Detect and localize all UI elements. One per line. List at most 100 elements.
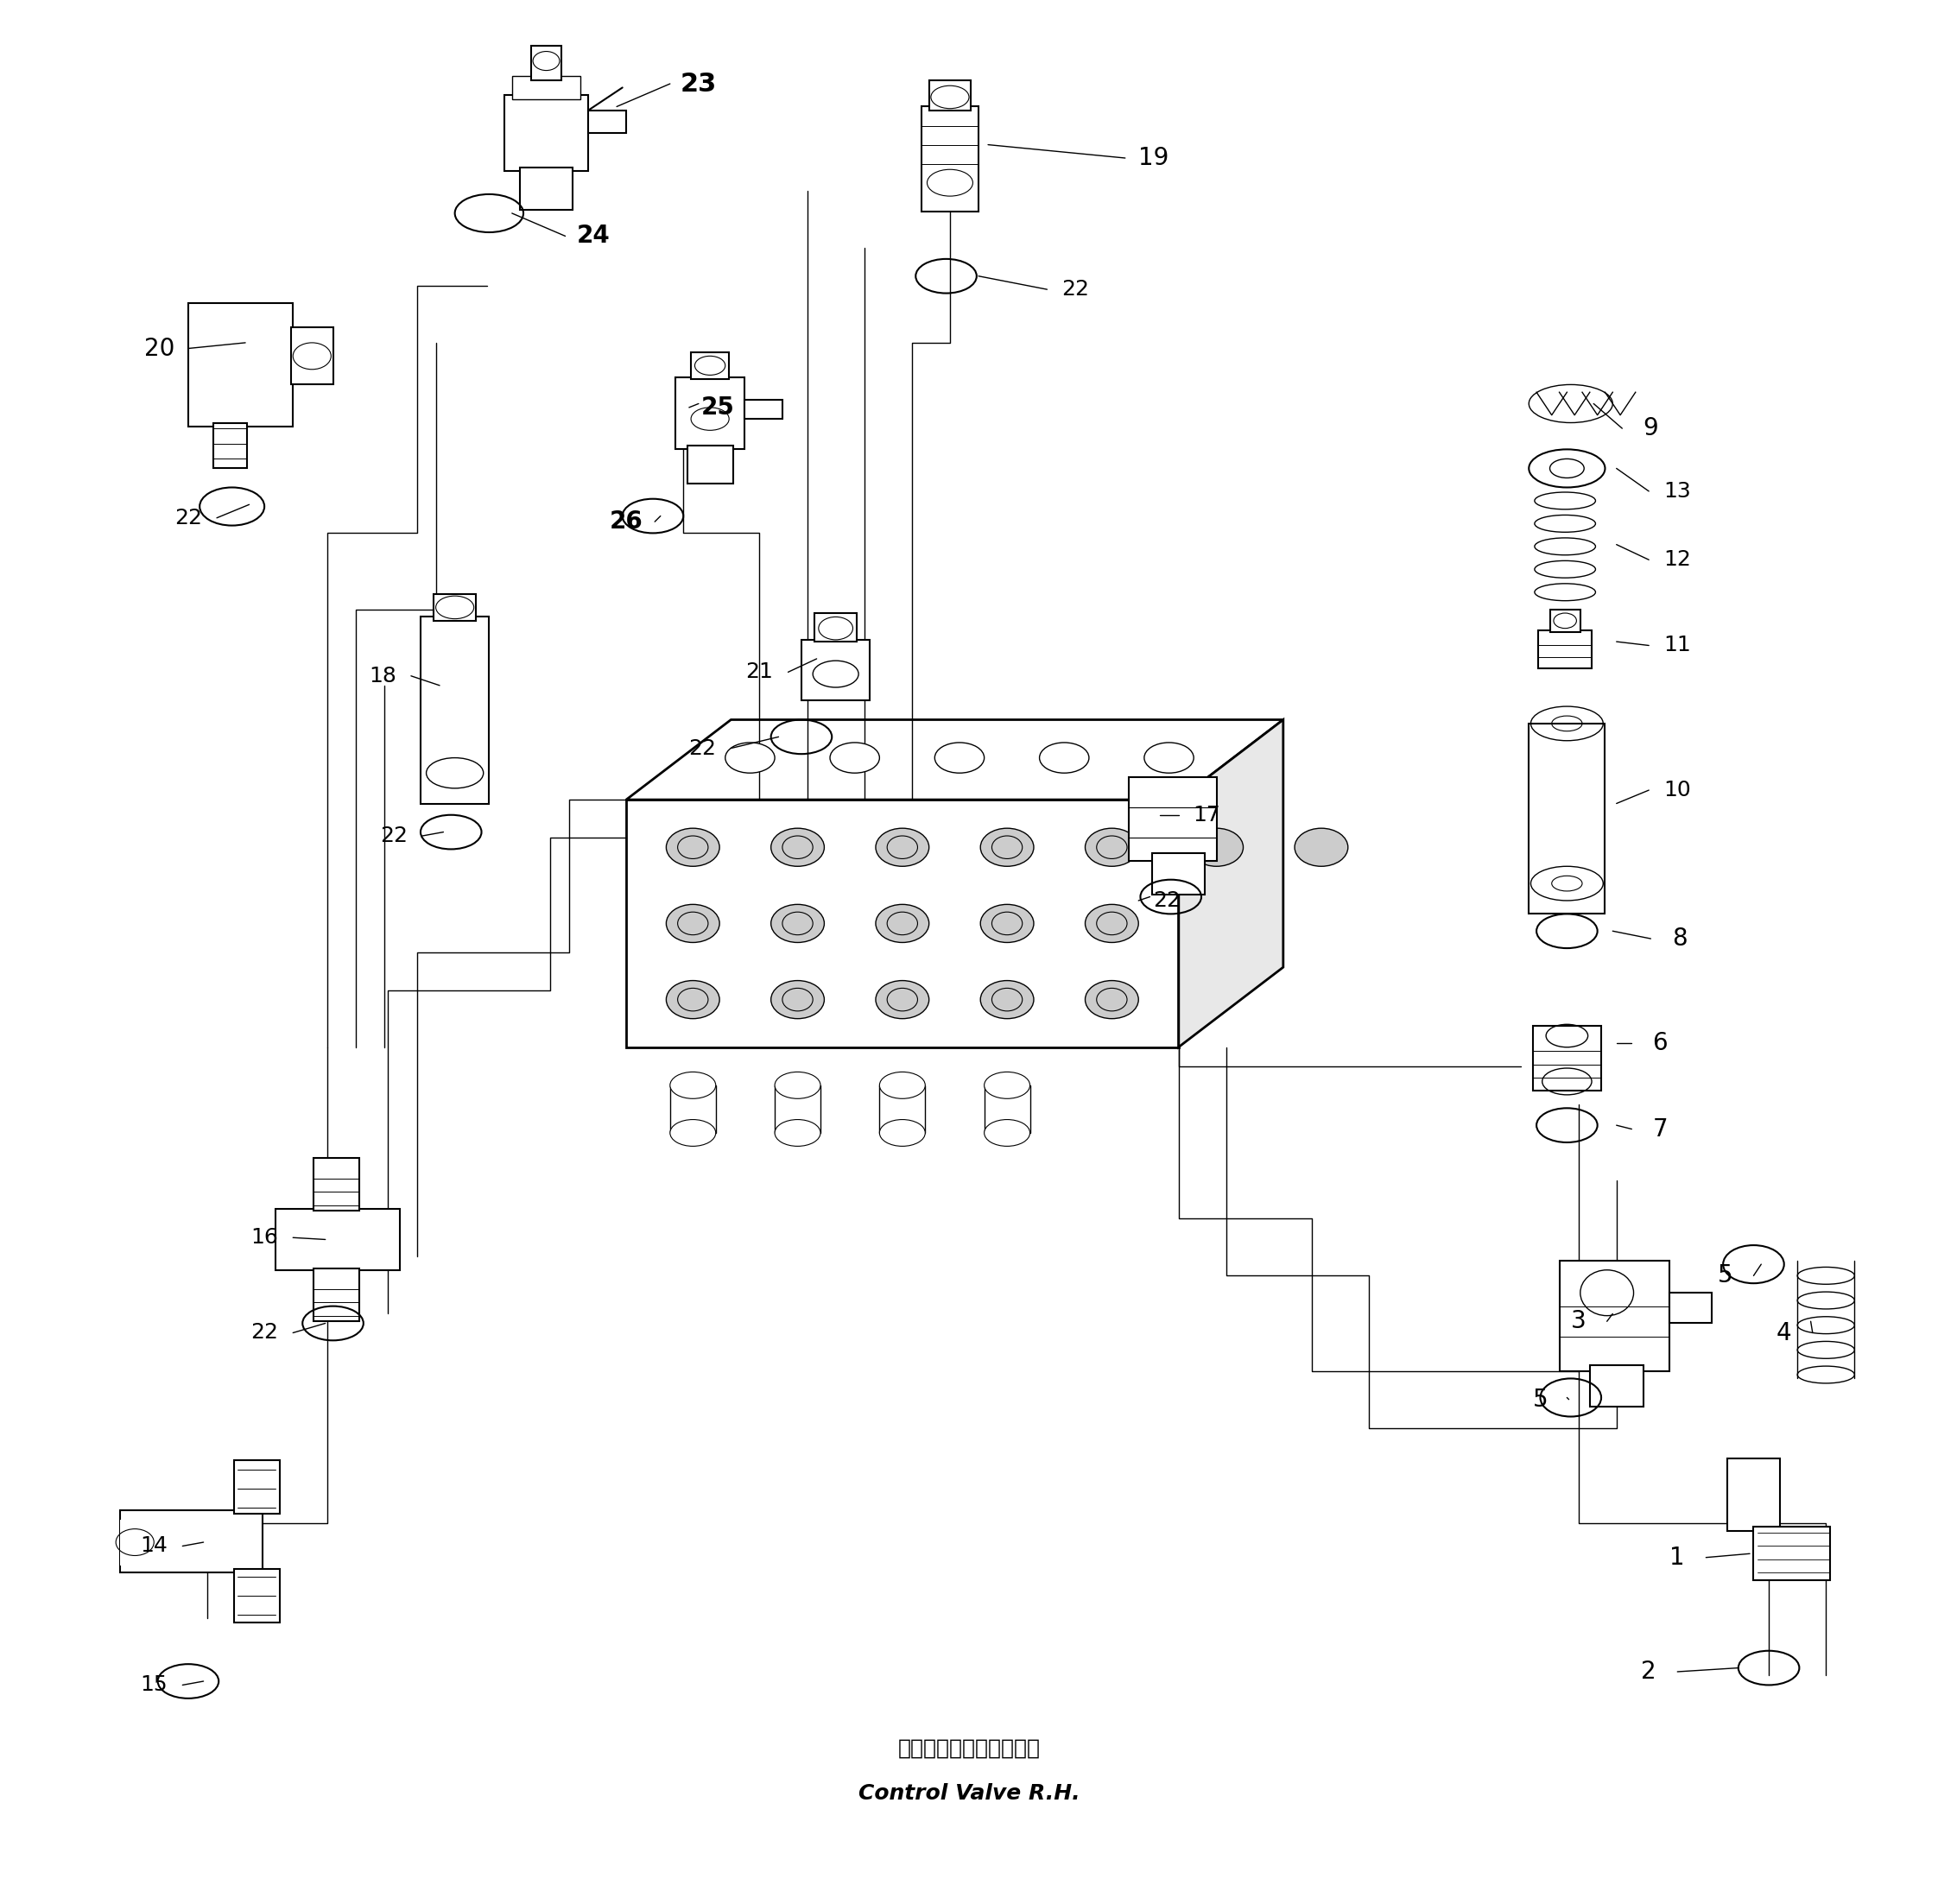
Ellipse shape bbox=[771, 904, 824, 942]
Ellipse shape bbox=[1085, 828, 1138, 866]
Ellipse shape bbox=[667, 981, 719, 1019]
Bar bbox=[314, 1158, 360, 1211]
Text: 22: 22 bbox=[250, 1323, 279, 1342]
Text: 12: 12 bbox=[1663, 550, 1692, 569]
Bar bbox=[671, 1085, 715, 1133]
Ellipse shape bbox=[775, 1072, 820, 1099]
Text: 8: 8 bbox=[1672, 927, 1686, 950]
Bar bbox=[802, 640, 870, 701]
Ellipse shape bbox=[985, 1072, 1029, 1099]
Bar bbox=[1529, 724, 1605, 914]
Bar bbox=[1130, 777, 1217, 861]
Bar bbox=[120, 1510, 262, 1573]
Bar bbox=[314, 1268, 360, 1321]
Ellipse shape bbox=[771, 828, 824, 866]
Text: 4: 4 bbox=[1777, 1321, 1791, 1344]
Bar bbox=[1560, 1260, 1671, 1371]
Ellipse shape bbox=[671, 1072, 715, 1099]
Text: 14: 14 bbox=[140, 1537, 169, 1556]
Text: 18: 18 bbox=[368, 666, 395, 685]
Ellipse shape bbox=[1085, 904, 1138, 942]
Bar bbox=[504, 95, 587, 171]
Ellipse shape bbox=[1295, 828, 1349, 866]
Ellipse shape bbox=[876, 828, 928, 866]
Ellipse shape bbox=[880, 1120, 924, 1146]
Bar bbox=[814, 613, 857, 642]
Bar bbox=[775, 1085, 820, 1133]
Bar bbox=[1671, 1293, 1711, 1323]
Ellipse shape bbox=[829, 743, 880, 773]
Ellipse shape bbox=[934, 743, 985, 773]
Ellipse shape bbox=[771, 981, 824, 1019]
Text: 22: 22 bbox=[174, 508, 202, 527]
Bar bbox=[921, 107, 979, 211]
Bar bbox=[291, 327, 333, 385]
Text: 13: 13 bbox=[1663, 482, 1692, 501]
Bar bbox=[676, 377, 744, 449]
Ellipse shape bbox=[1039, 743, 1089, 773]
Bar bbox=[985, 1085, 1029, 1133]
Bar bbox=[1533, 1026, 1601, 1091]
Bar bbox=[234, 1569, 279, 1622]
Text: 22: 22 bbox=[688, 739, 717, 758]
Text: Control Valve R.H.: Control Valve R.H. bbox=[859, 1784, 1079, 1803]
Text: 1: 1 bbox=[1671, 1546, 1684, 1569]
Bar bbox=[275, 1209, 399, 1270]
Ellipse shape bbox=[981, 904, 1033, 942]
Text: 3: 3 bbox=[1570, 1310, 1585, 1333]
Ellipse shape bbox=[775, 1120, 820, 1146]
Text: 22: 22 bbox=[380, 826, 407, 845]
Bar bbox=[1535, 495, 1595, 594]
Text: 20: 20 bbox=[145, 337, 174, 360]
Ellipse shape bbox=[880, 1072, 924, 1099]
Polygon shape bbox=[1178, 720, 1283, 1047]
Bar bbox=[928, 80, 971, 110]
Text: 24: 24 bbox=[578, 225, 610, 248]
Bar bbox=[1754, 1527, 1829, 1580]
Bar bbox=[434, 594, 477, 621]
Bar bbox=[626, 800, 1178, 1047]
Text: 25: 25 bbox=[702, 396, 735, 419]
Text: 26: 26 bbox=[609, 510, 643, 533]
Bar bbox=[1151, 853, 1205, 895]
Text: 5: 5 bbox=[1717, 1264, 1733, 1287]
Bar bbox=[1539, 630, 1591, 668]
Ellipse shape bbox=[725, 743, 775, 773]
Text: 2: 2 bbox=[1641, 1660, 1657, 1683]
Bar bbox=[512, 76, 581, 99]
Ellipse shape bbox=[876, 981, 928, 1019]
Bar bbox=[421, 617, 488, 803]
Bar bbox=[234, 1460, 279, 1514]
Text: 11: 11 bbox=[1663, 636, 1692, 655]
Bar bbox=[1550, 609, 1579, 632]
Text: コントロールバルブ右側: コントロールバルブ右側 bbox=[897, 1738, 1041, 1757]
Bar bbox=[531, 46, 562, 80]
Ellipse shape bbox=[985, 1120, 1029, 1146]
Bar bbox=[1727, 1458, 1781, 1531]
Text: 7: 7 bbox=[1653, 1118, 1669, 1140]
Bar bbox=[744, 400, 783, 419]
Ellipse shape bbox=[1085, 981, 1138, 1019]
Bar bbox=[880, 1085, 924, 1133]
Ellipse shape bbox=[876, 904, 928, 942]
Text: 15: 15 bbox=[140, 1676, 167, 1695]
Text: 5: 5 bbox=[1533, 1388, 1548, 1411]
Polygon shape bbox=[626, 720, 1283, 800]
Bar bbox=[692, 352, 729, 379]
Text: 22: 22 bbox=[1062, 280, 1089, 299]
Bar bbox=[519, 168, 574, 209]
Ellipse shape bbox=[671, 1120, 715, 1146]
Bar bbox=[587, 110, 626, 133]
Text: 16: 16 bbox=[250, 1228, 279, 1247]
Bar bbox=[688, 446, 733, 484]
Ellipse shape bbox=[981, 981, 1033, 1019]
Text: 6: 6 bbox=[1653, 1032, 1669, 1055]
Bar bbox=[1797, 1260, 1855, 1378]
Ellipse shape bbox=[667, 828, 719, 866]
Bar bbox=[1589, 1365, 1643, 1407]
Ellipse shape bbox=[981, 828, 1033, 866]
Ellipse shape bbox=[1143, 743, 1194, 773]
Text: 23: 23 bbox=[680, 70, 717, 97]
Bar bbox=[120, 1519, 153, 1565]
Text: 22: 22 bbox=[1153, 891, 1180, 910]
